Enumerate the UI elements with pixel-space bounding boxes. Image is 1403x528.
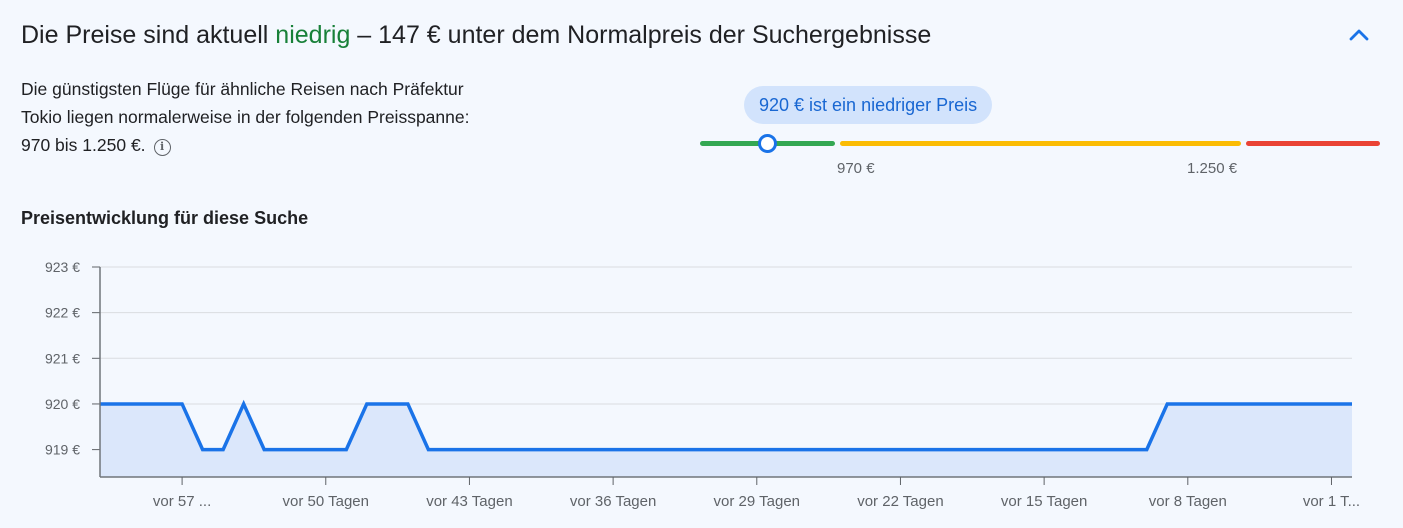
y-tick-label: 922 € bbox=[45, 305, 80, 321]
x-tick-label: vor 29 Tagen bbox=[714, 493, 800, 510]
x-tick-label: vor 8 Tagen bbox=[1149, 493, 1227, 510]
x-tick-label: vor 1 T... bbox=[1303, 493, 1360, 510]
price-area-fill bbox=[100, 403, 1352, 477]
price-status-word: niedrig bbox=[275, 21, 351, 49]
price-range-description: Die günstigsten Flüge für ähnliche Reise… bbox=[21, 75, 561, 159]
range-high-label: 1.250 € bbox=[1187, 160, 1238, 177]
description-line-3: 970 bis 1.250 €. bbox=[21, 135, 146, 155]
price-history-title: Preisentwicklung für diese Suche bbox=[21, 208, 309, 228]
y-tick-label: 921 € bbox=[45, 350, 80, 366]
y-tick-label: 920 € bbox=[45, 396, 80, 412]
range-low-label: 970 € bbox=[837, 160, 875, 177]
x-tick-label: vor 43 Tagen bbox=[426, 493, 512, 510]
x-tick-label: vor 36 Tagen bbox=[570, 493, 656, 510]
headline-prefix: Die Preise sind aktuell bbox=[21, 21, 276, 49]
current-price-marker bbox=[758, 134, 777, 153]
high-price-segment bbox=[1246, 141, 1380, 146]
collapse-button[interactable] bbox=[1344, 20, 1374, 50]
x-tick-label: vor 22 Tagen bbox=[857, 493, 943, 510]
price-line bbox=[100, 399, 1352, 452]
description-line-2: Tokio liegen normalerweise in der folgen… bbox=[21, 107, 470, 127]
typical-price-segment bbox=[840, 141, 1241, 146]
x-tick-label: vor 15 Tagen bbox=[1001, 493, 1087, 510]
y-tick-label: 919 € bbox=[45, 442, 80, 458]
y-tick-label: 923 € bbox=[45, 259, 80, 275]
price-status-headline: Die Preise sind aktuell niedrig – 147 € … bbox=[21, 18, 931, 52]
chevron-up-icon bbox=[1349, 29, 1369, 41]
x-tick-label: vor 57 ... bbox=[153, 493, 211, 510]
headline-suffix: – 147 € unter dem Normalpreis der Sucher… bbox=[350, 21, 932, 49]
description-line-1: Die günstigsten Flüge für ähnliche Reise… bbox=[21, 79, 464, 99]
current-price-bubble: 920 € ist ein niedriger Preis bbox=[744, 86, 993, 124]
info-icon[interactable]: i bbox=[153, 138, 171, 156]
x-tick-label: vor 50 Tagen bbox=[283, 493, 369, 510]
